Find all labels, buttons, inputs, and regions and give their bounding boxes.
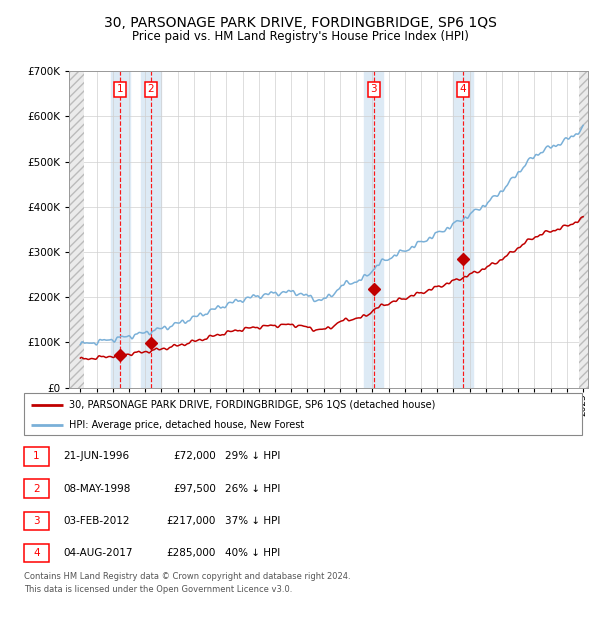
Bar — [364, 71, 383, 388]
Text: £285,000: £285,000 — [167, 548, 216, 558]
Text: 29% ↓ HPI: 29% ↓ HPI — [225, 451, 280, 461]
Text: HPI: Average price, detached house, New Forest: HPI: Average price, detached house, New … — [69, 420, 304, 430]
Text: 4: 4 — [33, 548, 40, 558]
Text: 08-MAY-1998: 08-MAY-1998 — [63, 484, 130, 494]
Text: 2: 2 — [33, 484, 40, 494]
Bar — [453, 71, 473, 388]
Text: Contains HM Land Registry data © Crown copyright and database right 2024.
This d: Contains HM Land Registry data © Crown c… — [24, 572, 350, 594]
Text: 30, PARSONAGE PARK DRIVE, FORDINGBRIDGE, SP6 1QS (detached house): 30, PARSONAGE PARK DRIVE, FORDINGBRIDGE,… — [69, 400, 436, 410]
Bar — [579, 71, 592, 388]
Text: 04-AUG-2017: 04-AUG-2017 — [63, 548, 133, 558]
Text: 3: 3 — [370, 84, 377, 94]
Text: 26% ↓ HPI: 26% ↓ HPI — [225, 484, 280, 494]
Bar — [110, 71, 130, 388]
Text: 3: 3 — [33, 516, 40, 526]
Text: 37% ↓ HPI: 37% ↓ HPI — [225, 516, 280, 526]
Text: £97,500: £97,500 — [173, 484, 216, 494]
Text: 2: 2 — [148, 84, 154, 94]
Text: 30, PARSONAGE PARK DRIVE, FORDINGBRIDGE, SP6 1QS: 30, PARSONAGE PARK DRIVE, FORDINGBRIDGE,… — [104, 16, 496, 30]
Text: 03-FEB-2012: 03-FEB-2012 — [63, 516, 130, 526]
Text: £217,000: £217,000 — [167, 516, 216, 526]
Bar — [69, 71, 85, 388]
Text: Price paid vs. HM Land Registry's House Price Index (HPI): Price paid vs. HM Land Registry's House … — [131, 30, 469, 43]
Text: 1: 1 — [33, 451, 40, 461]
Text: £72,000: £72,000 — [173, 451, 216, 461]
Text: 40% ↓ HPI: 40% ↓ HPI — [225, 548, 280, 558]
Text: 21-JUN-1996: 21-JUN-1996 — [63, 451, 129, 461]
Text: 4: 4 — [460, 84, 466, 94]
Text: 1: 1 — [117, 84, 124, 94]
Bar — [141, 71, 161, 388]
